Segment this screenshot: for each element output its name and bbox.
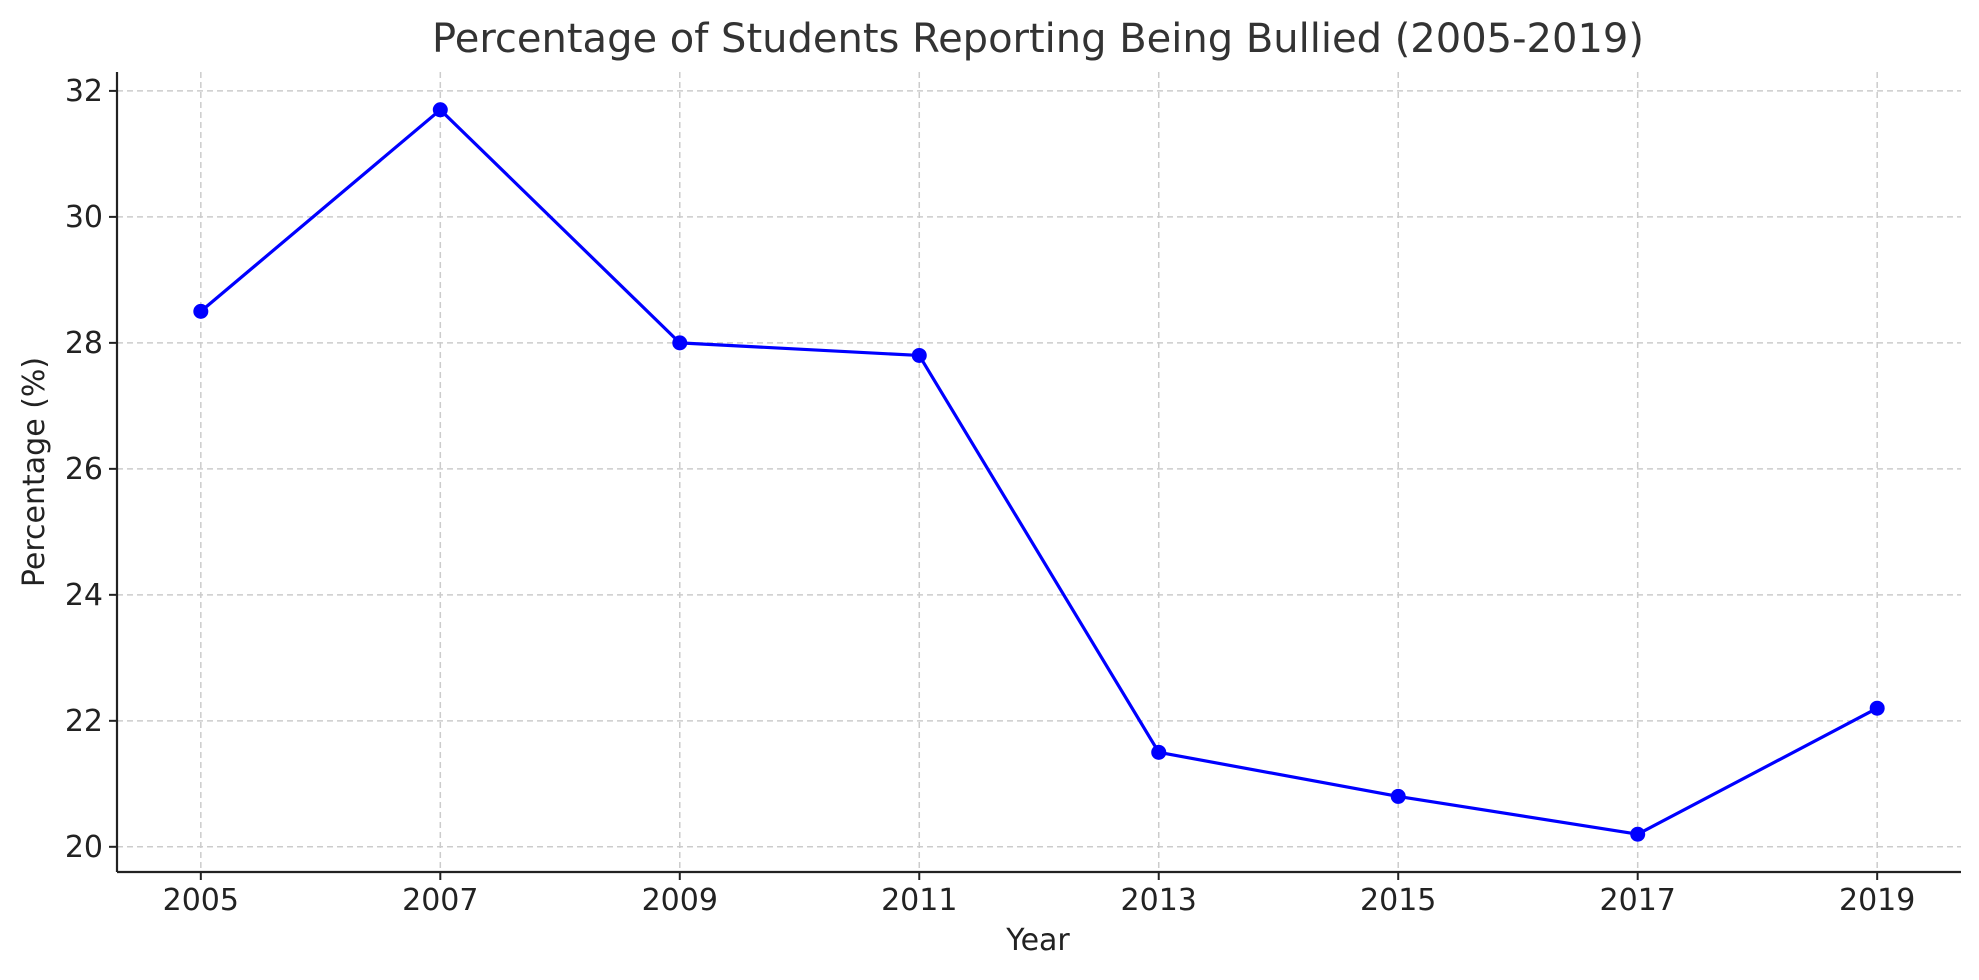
x-tick-label: 2007 [402, 883, 478, 918]
x-tick-label: 2015 [1360, 883, 1436, 918]
x-tick-label: 2013 [1121, 883, 1197, 918]
data-point[interactable] [1390, 788, 1406, 804]
data-point[interactable] [1151, 744, 1167, 760]
x-tick-label: 2009 [642, 883, 718, 918]
data-point[interactable] [1869, 700, 1885, 716]
y-tick-label: 26 [65, 452, 103, 487]
y-tick-label: 20 [65, 830, 103, 865]
axis-ticks: 2005 2007 2009 2011 2013 2015 2017 2019 20 22 24 26… [65, 74, 1916, 918]
data-point[interactable] [193, 303, 209, 319]
y-tick-label: 24 [65, 578, 103, 613]
series-line [199, 108, 1878, 836]
chart-title: Percentage of Students Reporting Being B… [432, 16, 1644, 62]
data-point[interactable] [911, 347, 927, 363]
x-axis-label: Year [1005, 923, 1070, 958]
y-tick-label: 22 [65, 704, 103, 739]
y-axis-label: Percentage (%) [17, 357, 52, 587]
data-point[interactable] [432, 102, 448, 118]
x-tick-label: 2005 [163, 883, 239, 918]
series-group [193, 102, 1885, 842]
x-tick-label: 2011 [881, 883, 957, 918]
data-point[interactable] [672, 335, 688, 351]
grid [117, 72, 1961, 872]
y-tick-label: 30 [65, 200, 103, 235]
data-point[interactable] [1630, 826, 1646, 842]
y-tick-label: 32 [65, 74, 103, 109]
y-tick-label: 28 [65, 326, 103, 361]
x-tick-label: 2017 [1600, 883, 1676, 918]
x-tick-label: 2019 [1839, 883, 1915, 918]
